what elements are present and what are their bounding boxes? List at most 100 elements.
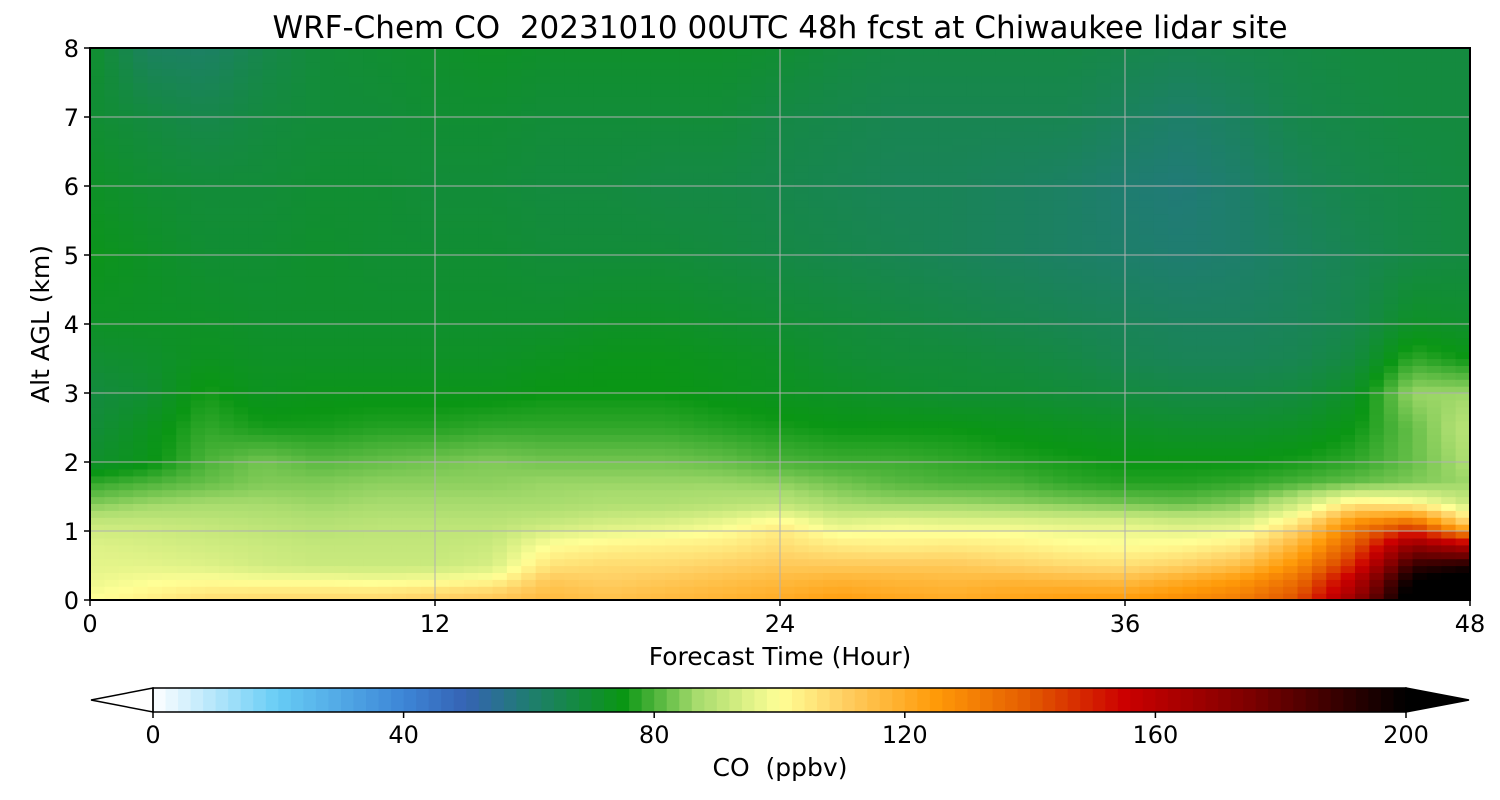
heatmap-cell — [881, 276, 896, 284]
heatmap-cell — [1139, 303, 1154, 311]
heatmap-cell — [737, 303, 752, 311]
heatmap-cell — [938, 255, 953, 263]
heatmap-cell — [334, 276, 349, 284]
heatmap-cell — [866, 290, 881, 298]
heatmap-cell — [1254, 255, 1269, 263]
heatmap-cell — [881, 338, 896, 346]
heatmap-cell — [1211, 414, 1226, 422]
heatmap-cell — [1183, 372, 1198, 380]
heatmap-cell — [1197, 255, 1212, 263]
heatmap-cell — [1082, 503, 1097, 511]
heatmap-cell — [967, 310, 982, 318]
heatmap-cell — [521, 269, 536, 277]
heatmap-cell — [723, 579, 738, 587]
heatmap-cell — [780, 579, 795, 587]
heatmap-cell — [176, 552, 191, 560]
heatmap-cell — [378, 372, 393, 380]
heatmap-cell — [679, 296, 694, 304]
heatmap-cell — [1269, 255, 1284, 263]
heatmap-cell — [1298, 262, 1313, 270]
heatmap-cell — [809, 248, 824, 256]
heatmap-cell — [751, 455, 766, 463]
heatmap-cell — [895, 345, 910, 353]
heatmap-cell — [1269, 434, 1284, 442]
heatmap-cell — [493, 497, 508, 505]
heatmap-cell — [1111, 379, 1126, 387]
heatmap-cell — [1168, 455, 1183, 463]
heatmap-cell — [1298, 545, 1313, 553]
heatmap-cell — [1441, 517, 1456, 525]
heatmap-cell — [1341, 269, 1356, 277]
heatmap-cell — [895, 421, 910, 429]
heatmap-cell — [651, 517, 666, 525]
heatmap-cell — [119, 483, 134, 491]
heatmap-cell — [378, 421, 393, 429]
heatmap-cell — [1039, 296, 1054, 304]
heatmap-cell — [1226, 531, 1241, 539]
heatmap-cell — [219, 476, 234, 484]
heatmap-cell — [1398, 303, 1413, 311]
heatmap-cell — [104, 414, 119, 422]
heatmap-cell — [1298, 462, 1313, 470]
heatmap-cell — [1413, 372, 1428, 380]
heatmap-cell — [1139, 462, 1154, 470]
heatmap-cell — [852, 386, 867, 394]
heatmap-cell — [1413, 552, 1428, 560]
heatmap-cell — [780, 434, 795, 442]
heatmap-cell — [1053, 455, 1068, 463]
heatmap-cell — [1125, 579, 1140, 587]
heatmap-cell — [809, 421, 824, 429]
heatmap-cell — [1053, 338, 1068, 346]
heatmap-cell — [162, 572, 177, 580]
heatmap-cell — [119, 441, 134, 449]
heatmap-cell — [737, 469, 752, 477]
heatmap-cell — [852, 345, 867, 353]
heatmap-cell — [1384, 379, 1399, 387]
heatmap-cell — [306, 255, 321, 263]
heatmap-cell — [435, 255, 450, 263]
heatmap-cell — [191, 462, 206, 470]
heatmap-cell — [320, 379, 335, 387]
heatmap-cell — [1096, 269, 1111, 277]
heatmap-cell — [248, 579, 263, 587]
heatmap-cell — [435, 428, 450, 436]
heatmap-cell — [1441, 269, 1456, 277]
heatmap-cell — [104, 248, 119, 256]
heatmap-cell — [1211, 448, 1226, 456]
heatmap-cell — [133, 572, 148, 580]
heatmap-cell — [1413, 469, 1428, 477]
heatmap-cell — [1283, 441, 1298, 449]
heatmap-cell — [334, 469, 349, 477]
heatmap-cell — [953, 538, 968, 546]
heatmap-cell — [794, 455, 809, 463]
heatmap-cell — [378, 552, 393, 560]
heatmap-cell — [536, 524, 551, 532]
heatmap-cell — [306, 414, 321, 422]
heatmap-cell — [306, 283, 321, 291]
heatmap-cell — [248, 448, 263, 456]
heatmap-cell — [1096, 510, 1111, 518]
heatmap-cell — [90, 503, 105, 511]
heatmap-cell — [1298, 352, 1313, 360]
heatmap-cell — [809, 572, 824, 580]
heatmap-cell — [708, 345, 723, 353]
heatmap-cell — [133, 234, 148, 242]
heatmap-cell — [723, 255, 738, 263]
heatmap-cell — [1154, 241, 1169, 249]
heatmap-cell — [938, 428, 953, 436]
heatmap-cell — [1283, 290, 1298, 298]
heatmap-cell — [248, 393, 263, 401]
heatmap-cell — [191, 586, 206, 594]
heatmap-cell — [1125, 290, 1140, 298]
heatmap-cell — [1298, 296, 1313, 304]
heatmap-cell — [1312, 524, 1327, 532]
heatmap-cell — [349, 269, 364, 277]
heatmap-cell — [191, 510, 206, 518]
heatmap-cell — [579, 331, 594, 339]
heatmap-cell — [1283, 552, 1298, 560]
heatmap-cell — [176, 359, 191, 367]
heatmap-cell — [205, 345, 220, 353]
heatmap-cell — [1298, 517, 1313, 525]
heatmap-cell — [1226, 441, 1241, 449]
heatmap-cell — [263, 428, 278, 436]
